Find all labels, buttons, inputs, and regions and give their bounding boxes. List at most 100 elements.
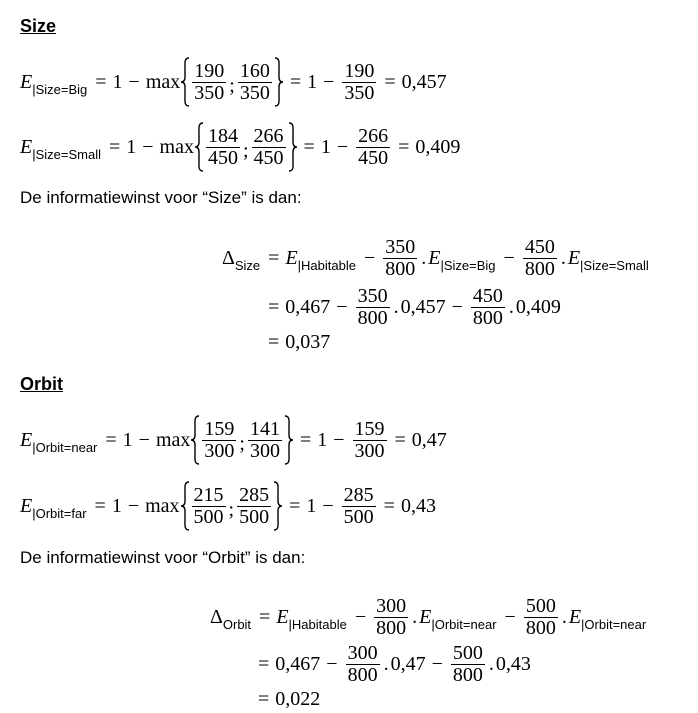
numerator: 190 <box>194 59 225 82</box>
fraction: 285 500 <box>341 484 376 528</box>
result-value: 0,457 <box>401 70 447 93</box>
constant-one: 1 <box>111 494 122 517</box>
equals-sign: = <box>268 330 280 353</box>
result-value: 0,43 <box>400 494 436 517</box>
value: 0,467 <box>285 295 331 318</box>
numerator: 141 <box>249 417 280 440</box>
equals-sign: = <box>258 652 270 675</box>
minus-sign: − <box>431 652 443 675</box>
numerator: 350 <box>357 284 388 307</box>
equals-sign: = <box>259 605 271 628</box>
fraction: 500 800 <box>523 594 558 639</box>
numerator: 285 <box>239 483 270 506</box>
entropy-symbol: E <box>428 246 441 269</box>
gain-result-value: 0,037 <box>285 330 331 353</box>
denominator: 800 <box>523 616 558 639</box>
entropy-subscript: |Orbit=near <box>32 439 98 455</box>
equation-gain-size-line3: = 0,037 <box>268 328 330 356</box>
constant-one: 1 <box>122 428 133 451</box>
entropy-subscript: |Habitable <box>288 616 347 632</box>
minus-sign: − <box>326 652 338 675</box>
entropy-subscript: |Orbit=near <box>581 616 647 632</box>
value: 0,409 <box>515 295 561 318</box>
minus-sign: − <box>333 428 345 451</box>
fraction: 450 800 <box>470 285 505 329</box>
equals-sign: = <box>95 70 107 93</box>
value: 0,467 <box>275 652 321 675</box>
numerator: 159 <box>354 417 385 440</box>
denominator: 800 <box>374 616 409 639</box>
right-brace-icon <box>284 415 294 465</box>
fraction: 141 300 <box>247 417 282 462</box>
numerator: 500 <box>525 594 556 617</box>
minus-sign: − <box>336 135 349 158</box>
denominator: 500 <box>237 505 272 528</box>
equals-sign: = <box>268 246 280 269</box>
semicolon: ; <box>229 74 235 97</box>
fraction: 184 450 <box>205 125 240 169</box>
numerator: 215 <box>193 483 224 506</box>
equals-sign: = <box>258 687 270 710</box>
delta-symbol: Δ <box>222 246 235 269</box>
minus-sign: − <box>323 70 335 93</box>
minus-sign: − <box>322 494 334 517</box>
minus-sign: − <box>504 605 516 628</box>
semicolon: ; <box>242 139 249 162</box>
fraction: 266 450 <box>251 125 286 169</box>
fraction: 350 800 <box>355 284 390 329</box>
constant-one: 1 <box>112 70 123 93</box>
minus-sign: − <box>451 295 463 318</box>
entropy-symbol: E <box>20 494 33 517</box>
numerator: 300 <box>347 641 378 664</box>
entropy-symbol: E <box>568 605 582 628</box>
fraction: 159 300 <box>352 417 387 462</box>
denominator: 800 <box>450 663 485 686</box>
entropy-symbol: E <box>567 246 581 269</box>
equals-sign: = <box>299 428 312 451</box>
minus-sign: − <box>128 70 140 93</box>
result-value: 0,409 <box>415 135 461 158</box>
equals-sign: = <box>303 135 315 158</box>
equals-sign: = <box>383 494 395 517</box>
denominator: 450 <box>205 146 240 169</box>
constant-one: 1 <box>317 428 328 451</box>
constant-one: 1 <box>306 494 317 517</box>
equation-gain-orbit-line1: Δ Orbit = E |Habitable − 300 800 . E |Orbit=… <box>210 591 648 643</box>
multiply-dot: . <box>560 246 566 269</box>
equals-sign: = <box>105 428 117 451</box>
multiply-dot: . <box>383 652 389 675</box>
fraction: 266 450 <box>356 124 391 169</box>
denominator: 350 <box>192 81 227 104</box>
entropy-symbol: E <box>419 605 432 628</box>
equation-gain-size-line1: Δ Size = E |Habitable − 350 800 . E |Size=Bi… <box>222 232 651 284</box>
equals-sign: = <box>94 494 106 517</box>
entropy-symbol: E <box>285 246 298 269</box>
numerator: 450 <box>524 235 555 258</box>
right-brace-icon <box>273 481 283 531</box>
equals-sign: = <box>289 494 301 517</box>
numerator: 300 <box>376 594 407 617</box>
delta-symbol: Δ <box>210 605 223 628</box>
prose-size-gain-intro: De informatiewinst voor “Size” is dan: <box>20 188 302 207</box>
denominator: 450 <box>251 146 286 169</box>
entropy-subscript: |Orbit=near <box>431 616 497 632</box>
equation-entropy-orbit-far: E |Orbit=far = 1 − max 215 500 ; 285 500 = … <box>20 480 436 532</box>
denominator: 800 <box>345 663 380 686</box>
max-operator: max <box>159 135 194 158</box>
numerator: 350 <box>385 235 416 258</box>
equation-gain-orbit-line3: = 0,022 <box>258 686 320 712</box>
minus-sign: − <box>138 428 150 451</box>
multiply-dot: . <box>421 246 427 269</box>
right-brace-icon <box>274 57 284 107</box>
minus-sign: − <box>363 246 376 269</box>
numerator: 266 <box>358 124 389 147</box>
numerator: 159 <box>204 417 235 440</box>
section-heading-orbit: Orbit <box>20 374 63 394</box>
minus-sign: − <box>354 605 367 628</box>
entropy-subscript: |Size=Big <box>440 257 496 273</box>
result-value: 0,47 <box>411 428 447 451</box>
entropy-subscript: |Size=Small <box>32 146 101 162</box>
numerator: 190 <box>344 59 375 82</box>
entropy-subscript: |Size=Big <box>32 81 88 97</box>
multiply-dot: . <box>412 605 418 628</box>
